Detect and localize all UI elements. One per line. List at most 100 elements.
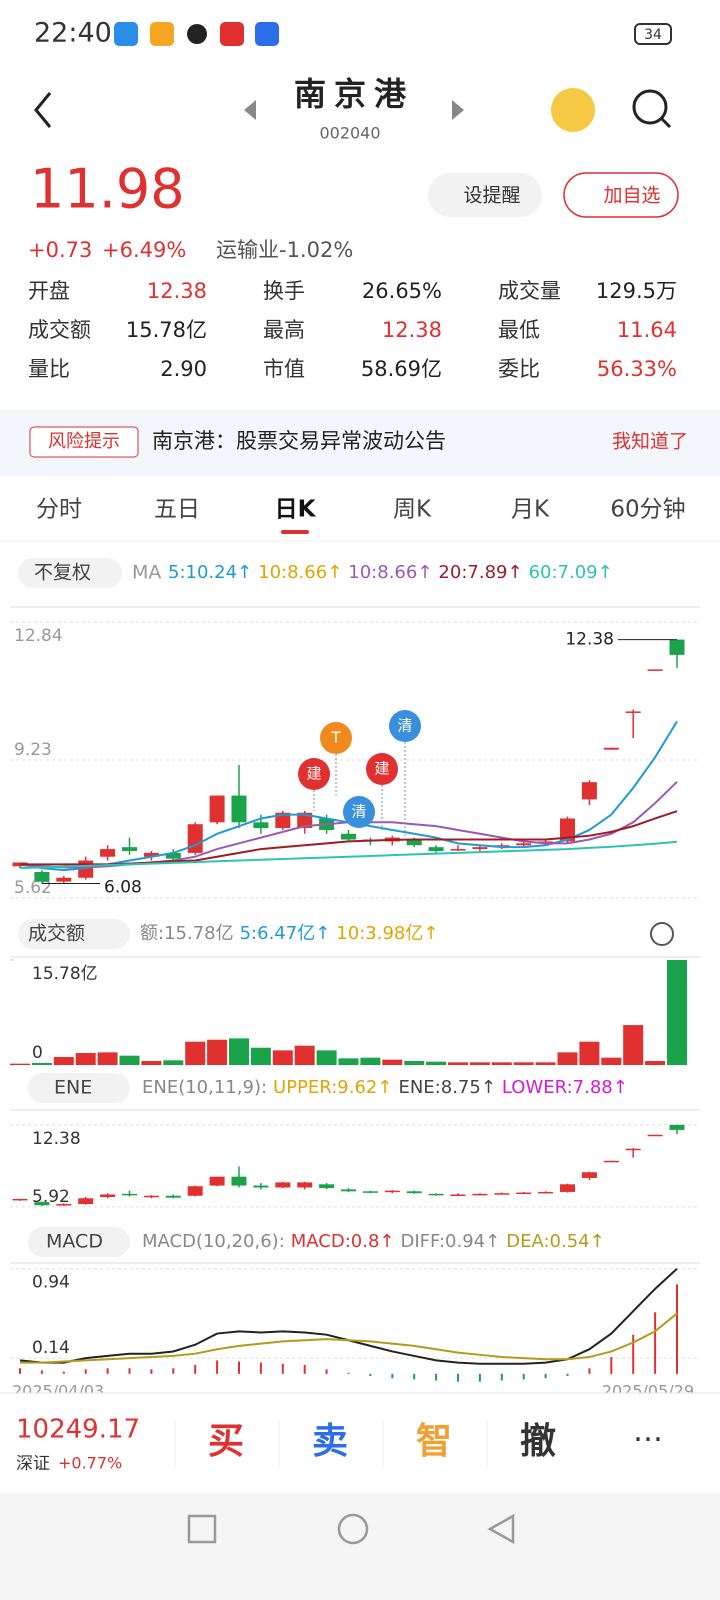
add-label: 加自选 xyxy=(603,185,660,207)
candle-body xyxy=(122,847,137,851)
candle-body xyxy=(538,1191,554,1194)
volume-bar xyxy=(469,1062,490,1065)
dea-line xyxy=(20,1312,678,1364)
vol-selector: 成交额 xyxy=(28,923,85,945)
candle-body xyxy=(472,847,488,850)
stat-label: 市值 xyxy=(263,357,305,381)
volume-bar xyxy=(491,1062,512,1065)
index-value: 10249.17 xyxy=(16,1415,140,1445)
stock-code: 002040 xyxy=(319,124,380,143)
volume-bar xyxy=(229,1038,249,1065)
volume-bar xyxy=(53,1057,74,1065)
candle-body xyxy=(472,1193,488,1196)
volume-bar xyxy=(316,1050,337,1065)
search[interactable] xyxy=(632,89,668,125)
candle-body xyxy=(187,824,203,853)
trade-btn[interactable]: 智 xyxy=(416,1421,452,1462)
y-tick-label: 0.94 xyxy=(32,1273,70,1293)
add-btn[interactable] xyxy=(563,172,679,218)
alert-label: 设提醒 xyxy=(463,185,520,207)
trade-marker-label: 建 xyxy=(306,765,321,783)
candle-body xyxy=(209,1176,225,1186)
y-tick-label: 15.78亿 xyxy=(32,964,98,984)
trade-btn[interactable]: 撤 xyxy=(520,1421,556,1462)
high-label: 12.38 xyxy=(565,630,614,650)
more[interactable]: ⋯ xyxy=(633,1422,663,1457)
candle-body xyxy=(122,1193,137,1196)
sector: 运输业-1.02% xyxy=(216,238,353,262)
price: 11.98 xyxy=(30,158,185,221)
candle-body xyxy=(319,1184,335,1189)
ene-btn[interactable] xyxy=(28,1073,130,1103)
trade-marker xyxy=(320,722,352,754)
legend-entry: 10:3.98亿↑ xyxy=(336,923,438,944)
candle-body xyxy=(669,639,685,655)
legend-entry: MACD(10,20,6): xyxy=(142,1231,285,1252)
candle-body xyxy=(428,847,444,851)
tab: 60分钟 xyxy=(610,497,685,523)
candle-body xyxy=(165,1195,181,1198)
candle-body xyxy=(647,669,663,671)
legend-entry: DIFF:0.94↑ xyxy=(401,1231,501,1252)
mascot[interactable] xyxy=(551,88,595,132)
candle-body xyxy=(581,782,597,800)
nav-recent[interactable] xyxy=(187,1514,217,1544)
app-icon xyxy=(187,24,207,44)
volume-bar xyxy=(10,1063,30,1065)
volume-bar xyxy=(557,1052,578,1065)
app-icon xyxy=(255,22,279,46)
y-tick-label: 12.84 xyxy=(14,626,63,646)
candle-body xyxy=(603,747,619,750)
nav-bar xyxy=(0,1493,720,1600)
candle-body xyxy=(143,1195,159,1198)
stat-value: 26.65% xyxy=(362,279,442,303)
app-icon xyxy=(150,22,174,46)
tab: 分时 xyxy=(36,497,82,523)
stat-label: 委比 xyxy=(498,357,540,381)
trade-btn[interactable]: 买 xyxy=(208,1421,244,1462)
next[interactable] xyxy=(452,100,464,120)
y-tick-label: 0.14 xyxy=(32,1338,70,1358)
volume-bar xyxy=(250,1047,271,1065)
trade-marker xyxy=(366,753,398,785)
candle-body xyxy=(450,849,466,851)
volume-bar xyxy=(579,1041,600,1065)
candle-body xyxy=(34,1202,50,1206)
candle-body xyxy=(143,852,159,857)
volume-bar xyxy=(448,1062,468,1065)
legend-entry: 额:15.78亿 xyxy=(140,923,234,944)
settings[interactable] xyxy=(650,922,674,946)
candle-body xyxy=(231,795,247,823)
alert-btn[interactable] xyxy=(428,173,542,217)
stat-label: 最低 xyxy=(498,318,540,342)
candle-body xyxy=(516,843,532,846)
vol-btn[interactable] xyxy=(18,919,130,949)
trade-marker xyxy=(343,796,375,828)
stat-value: 129.5万 xyxy=(596,279,677,303)
candle-body xyxy=(231,1176,247,1186)
nav-back[interactable] xyxy=(487,1513,515,1545)
stat-value: 12.38 xyxy=(382,318,442,342)
candle-body xyxy=(187,1186,203,1196)
candle-body xyxy=(625,711,641,713)
stat-label: 开盘 xyxy=(28,279,70,303)
trade-btn[interactable]: 卖 xyxy=(312,1421,348,1462)
legend-entry: 10:8.66↑ xyxy=(258,562,342,583)
back[interactable] xyxy=(34,92,52,128)
volume-bar xyxy=(141,1061,162,1065)
candle-body xyxy=(100,1194,116,1198)
candle-body xyxy=(625,1148,641,1151)
nav-home[interactable] xyxy=(337,1513,369,1545)
macd-selector: MACD xyxy=(46,1231,103,1253)
legend-entry: DEA:0.54↑ xyxy=(506,1231,604,1252)
prev[interactable] xyxy=(244,100,256,120)
legend-entry: ENE(10,11,9): xyxy=(142,1077,267,1098)
volume-bar xyxy=(535,1062,556,1065)
clock: 22:40 xyxy=(34,18,112,49)
volume-bar xyxy=(185,1041,206,1065)
notice-action[interactable]: 我知道了 xyxy=(612,431,688,453)
mode-btn[interactable] xyxy=(18,558,122,588)
candle-body xyxy=(56,877,72,882)
macd-btn[interactable] xyxy=(28,1227,130,1257)
